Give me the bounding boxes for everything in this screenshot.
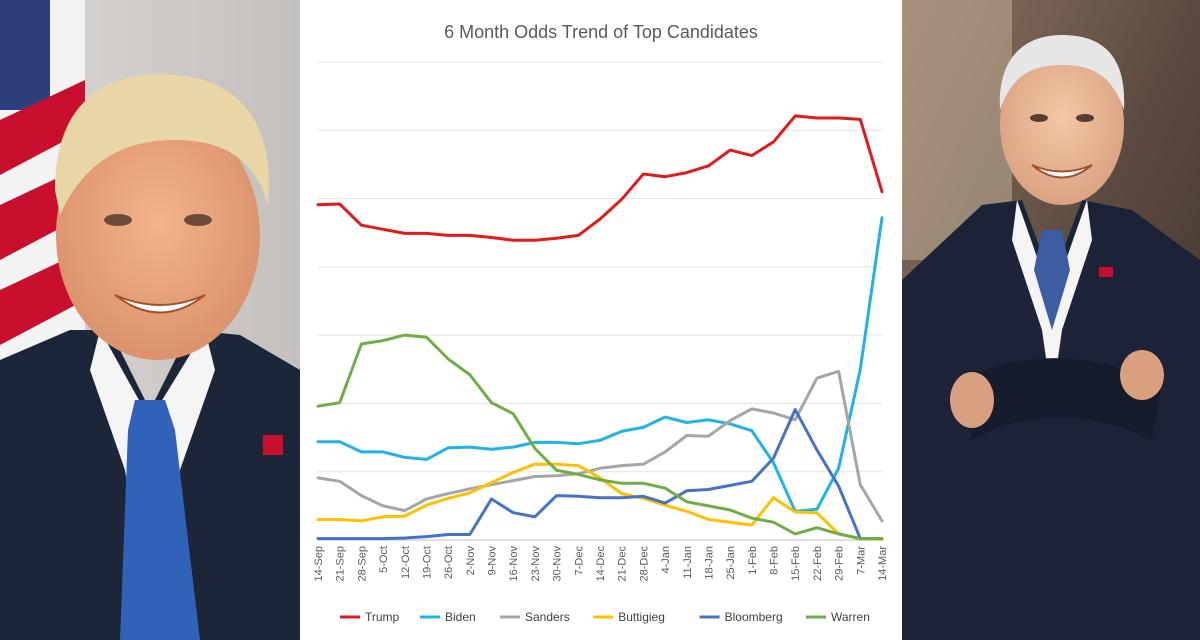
x-tick-label: 14-Mar <box>877 546 889 581</box>
series-lines <box>316 114 884 541</box>
legend-label-sanders: Sanders <box>525 610 570 624</box>
x-tick-label: 7-Mar <box>855 546 867 575</box>
face-icon <box>56 110 260 360</box>
left-portrait-image <box>0 0 300 640</box>
tie-icon <box>120 400 200 640</box>
x-tick-label: 21-Sep <box>335 546 347 581</box>
legend-label-biden: Biden <box>445 610 476 624</box>
legend-label-trump: Trump <box>365 610 400 624</box>
series-line-bloomberg <box>316 408 884 541</box>
lapel-pin-icon <box>263 435 283 455</box>
x-tick-label: 29-Feb <box>834 546 846 581</box>
odds-trend-chart: 6 Month Odds Trend of Top Candidates 14-… <box>313 22 889 624</box>
x-tick-label: 26-Oct <box>443 546 455 579</box>
x-tick-label: 2-Nov <box>465 546 477 576</box>
x-tick-label: 11-Jan <box>682 546 694 579</box>
series-line-sanders <box>316 369 884 523</box>
x-axis-tick-labels: 14-Sep 21-Sep 28-Sep 5-Oct 12-Oct 19-Oct 26-Oc… <box>313 546 889 582</box>
x-tick-label: 4-Jan <box>660 546 672 574</box>
right-portrait-image <box>902 0 1200 640</box>
x-tick-label: 7-Dec <box>573 546 585 576</box>
gridlines <box>318 61 882 541</box>
x-tick-label: 22-Feb <box>812 546 824 581</box>
legend-label-buttigieg: Buttigieg <box>618 610 665 624</box>
series-line-warren <box>316 333 884 541</box>
x-tick-label: 19-Oct <box>421 546 433 579</box>
x-tick-label: 23-Nov <box>530 546 542 582</box>
series-line-trump <box>316 114 884 242</box>
legend-label-bloomberg: Bloomberg <box>725 610 783 624</box>
chart-panel: 6 Month Odds Trend of Top Candidates 14-… <box>300 0 902 640</box>
series-line-buttigieg <box>316 462 884 541</box>
legend: Trump Biden Sanders Buttigieg Bloomberg Warre… <box>340 610 870 624</box>
x-tick-label: 1-Feb <box>747 546 759 575</box>
lapel-pin-icon <box>1099 267 1113 277</box>
x-tick-label: 9-Nov <box>487 546 499 576</box>
series-line-biden <box>316 216 884 513</box>
right-portrait-photo <box>902 0 1200 640</box>
tie-icon <box>1034 230 1070 330</box>
x-tick-label: 18-Jan <box>703 546 715 580</box>
x-tick-label: 25-Jan <box>725 546 737 580</box>
x-tick-label: 16-Nov <box>508 546 520 582</box>
x-tick-label: 15-Feb <box>790 546 802 581</box>
face-icon <box>1000 45 1124 205</box>
x-tick-label: 8-Feb <box>769 546 781 575</box>
chart-title: 6 Month Odds Trend of Top Candidates <box>444 22 758 42</box>
hair-icon <box>55 74 269 216</box>
x-tick-label: 21-Dec <box>617 546 629 582</box>
x-tick-label: 12-Oct <box>400 546 412 579</box>
legend-label-warren: Warren <box>831 610 870 624</box>
x-tick-label: 5-Oct <box>378 546 390 573</box>
left-portrait-photo <box>0 0 300 640</box>
hair-icon <box>999 35 1125 110</box>
x-tick-label: 28-Dec <box>638 546 650 582</box>
x-tick-label: 30-Nov <box>552 546 564 582</box>
x-tick-label: 14-Dec <box>595 546 607 582</box>
crossed-arms-icon <box>962 358 1162 440</box>
x-tick-label: 28-Sep <box>356 546 368 581</box>
x-tick-label: 14-Sep <box>313 546 325 581</box>
